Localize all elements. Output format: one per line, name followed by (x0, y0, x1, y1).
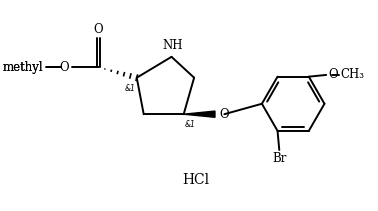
Text: O: O (59, 61, 69, 74)
Text: NH: NH (162, 39, 183, 52)
Text: methyl: methyl (3, 61, 43, 74)
Text: Br: Br (272, 152, 287, 165)
Text: HCl: HCl (182, 173, 209, 187)
Text: &1: &1 (124, 84, 135, 93)
Polygon shape (184, 111, 215, 117)
Text: O: O (219, 108, 229, 121)
Text: CH₃: CH₃ (341, 68, 365, 81)
Text: O: O (94, 23, 103, 36)
Text: &1: &1 (184, 120, 195, 129)
Text: methyl: methyl (2, 61, 43, 74)
Text: O: O (328, 68, 338, 81)
